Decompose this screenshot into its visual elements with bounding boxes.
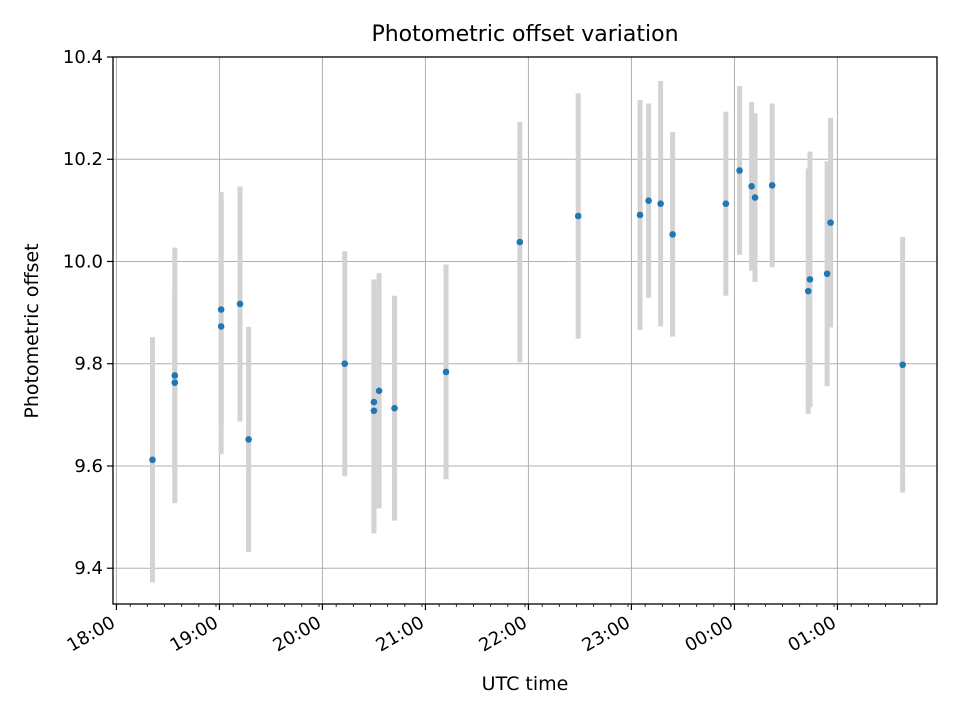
data-point <box>768 182 776 189</box>
y-tick-label: 10.4 <box>63 47 103 68</box>
data-point <box>245 436 252 443</box>
y-tick-label: 10.0 <box>63 251 103 272</box>
x-tick-label: 23:00 <box>579 612 634 656</box>
data-point <box>341 360 349 368</box>
x-tick-label: 20:00 <box>270 612 325 656</box>
data-point <box>370 398 378 406</box>
x-tick-label: 01:00 <box>785 612 840 656</box>
data-point <box>236 300 244 308</box>
y-tick-label: 9.6 <box>74 456 103 477</box>
x-tick-label: 21:00 <box>373 612 428 656</box>
x-axis-ticks: 18:00 19:00 20:00 21:00 22:00 23:00 00:00 01:00 <box>64 604 921 656</box>
chart-title: Photometric offset variation <box>371 22 679 47</box>
data-point <box>149 456 156 464</box>
data-point <box>899 361 906 369</box>
data-point <box>722 200 730 208</box>
data-point <box>751 194 759 201</box>
x-tick-label: 00:00 <box>682 612 737 656</box>
y-tick-label: 9.4 <box>74 558 103 579</box>
data-point <box>823 270 831 278</box>
y-tick-label: 10.2 <box>63 149 103 170</box>
data-point <box>217 306 225 313</box>
data-point <box>806 276 814 283</box>
y-axis-ticks: 9.4 9.6 9.8 10.0 10.2 10.4 <box>63 47 113 579</box>
x-tick-label: 22:00 <box>476 612 531 656</box>
data-points <box>149 167 906 464</box>
data-point <box>442 368 450 376</box>
x-axis-label: UTC time <box>481 673 569 695</box>
data-point <box>171 379 179 386</box>
data-point <box>391 404 398 412</box>
data-point <box>669 231 676 238</box>
data-point <box>645 197 652 204</box>
data-point <box>370 407 378 415</box>
y-axis-label: Photometric offset <box>21 243 43 419</box>
x-tick-label: 18:00 <box>64 612 119 656</box>
data-point <box>748 183 755 190</box>
data-point <box>736 167 743 174</box>
y-tick-label: 9.8 <box>74 354 103 375</box>
data-point <box>827 219 834 226</box>
data-point <box>574 212 582 220</box>
plot-area <box>113 57 937 604</box>
data-point <box>516 238 524 246</box>
data-point <box>804 287 812 295</box>
data-point <box>171 372 179 379</box>
x-tick-label: 19:00 <box>167 612 222 656</box>
data-point <box>217 323 225 330</box>
data-point <box>375 387 383 395</box>
data-point <box>636 211 644 219</box>
data-point <box>657 200 664 208</box>
